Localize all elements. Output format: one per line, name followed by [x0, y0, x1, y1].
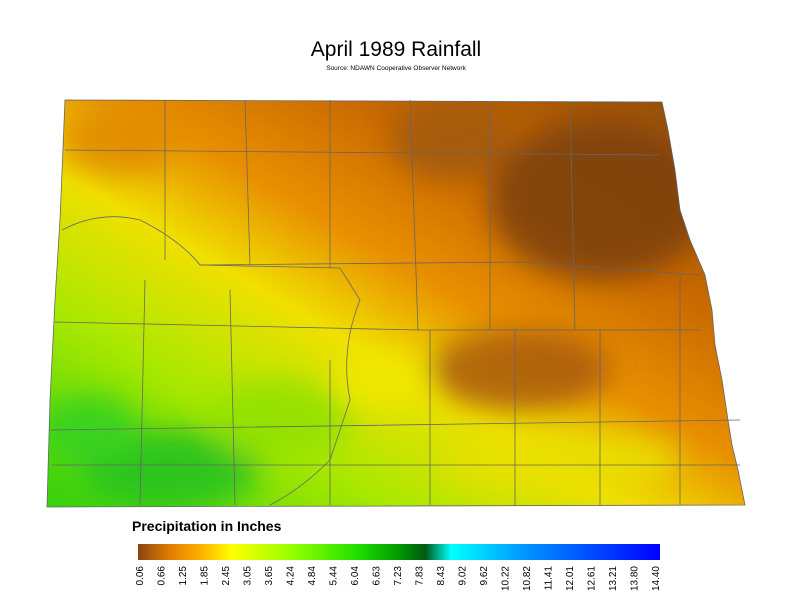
color-scale [138, 544, 660, 560]
legend-tick-label: 0.66 [157, 566, 168, 586]
legend-tick-label: 12.01 [565, 566, 576, 591]
legend-tick-label: 14.40 [651, 566, 662, 591]
legend-tick-label: 3.05 [243, 566, 254, 586]
legend-tick-label: 5.44 [329, 566, 340, 586]
legend-tick-label: 7.83 [415, 566, 426, 586]
legend-tick-label: 6.04 [350, 566, 361, 586]
legend-tick-label: 1.25 [178, 566, 189, 586]
legend-tick-label: 6.63 [372, 566, 383, 586]
legend-tick-label: 0.06 [135, 566, 146, 586]
legend-tick-label: 7.23 [393, 566, 404, 586]
map-subtitle: Source: NDAWN Cooperative Observer Netwo… [326, 65, 466, 72]
legend-tick-label: 13.21 [608, 566, 619, 591]
legend-tick-label: 3.65 [264, 566, 275, 586]
legend-tick-label: 9.02 [458, 566, 469, 586]
county-boundaries [46, 99, 746, 508]
legend-title: Precipitation in Inches [132, 518, 282, 534]
legend-tick-label: 4.84 [307, 566, 318, 586]
legend-tick-label: 13.80 [630, 566, 641, 591]
legend-tick-label: 2.45 [221, 566, 232, 586]
map-title: April 1989 Rainfall [311, 38, 481, 61]
legend-tick-label: 9.62 [479, 566, 490, 586]
legend-tick-label: 12.61 [587, 566, 598, 591]
legend-tick-label: 1.85 [200, 566, 211, 586]
legend-tick-label: 10.82 [522, 566, 533, 591]
legend-tick-label: 8.43 [436, 566, 447, 586]
legend-ticks: 0.06 0.66 1.25 1.85 2.45 3.05 3.65 4.24 4.84 5.44… [135, 566, 662, 591]
rainfall-surface [47, 100, 745, 507]
legend-tick-label: 4.24 [286, 566, 297, 586]
legend-tick-label: 11.41 [544, 566, 555, 591]
legend-tick-label: 10.22 [501, 566, 512, 591]
